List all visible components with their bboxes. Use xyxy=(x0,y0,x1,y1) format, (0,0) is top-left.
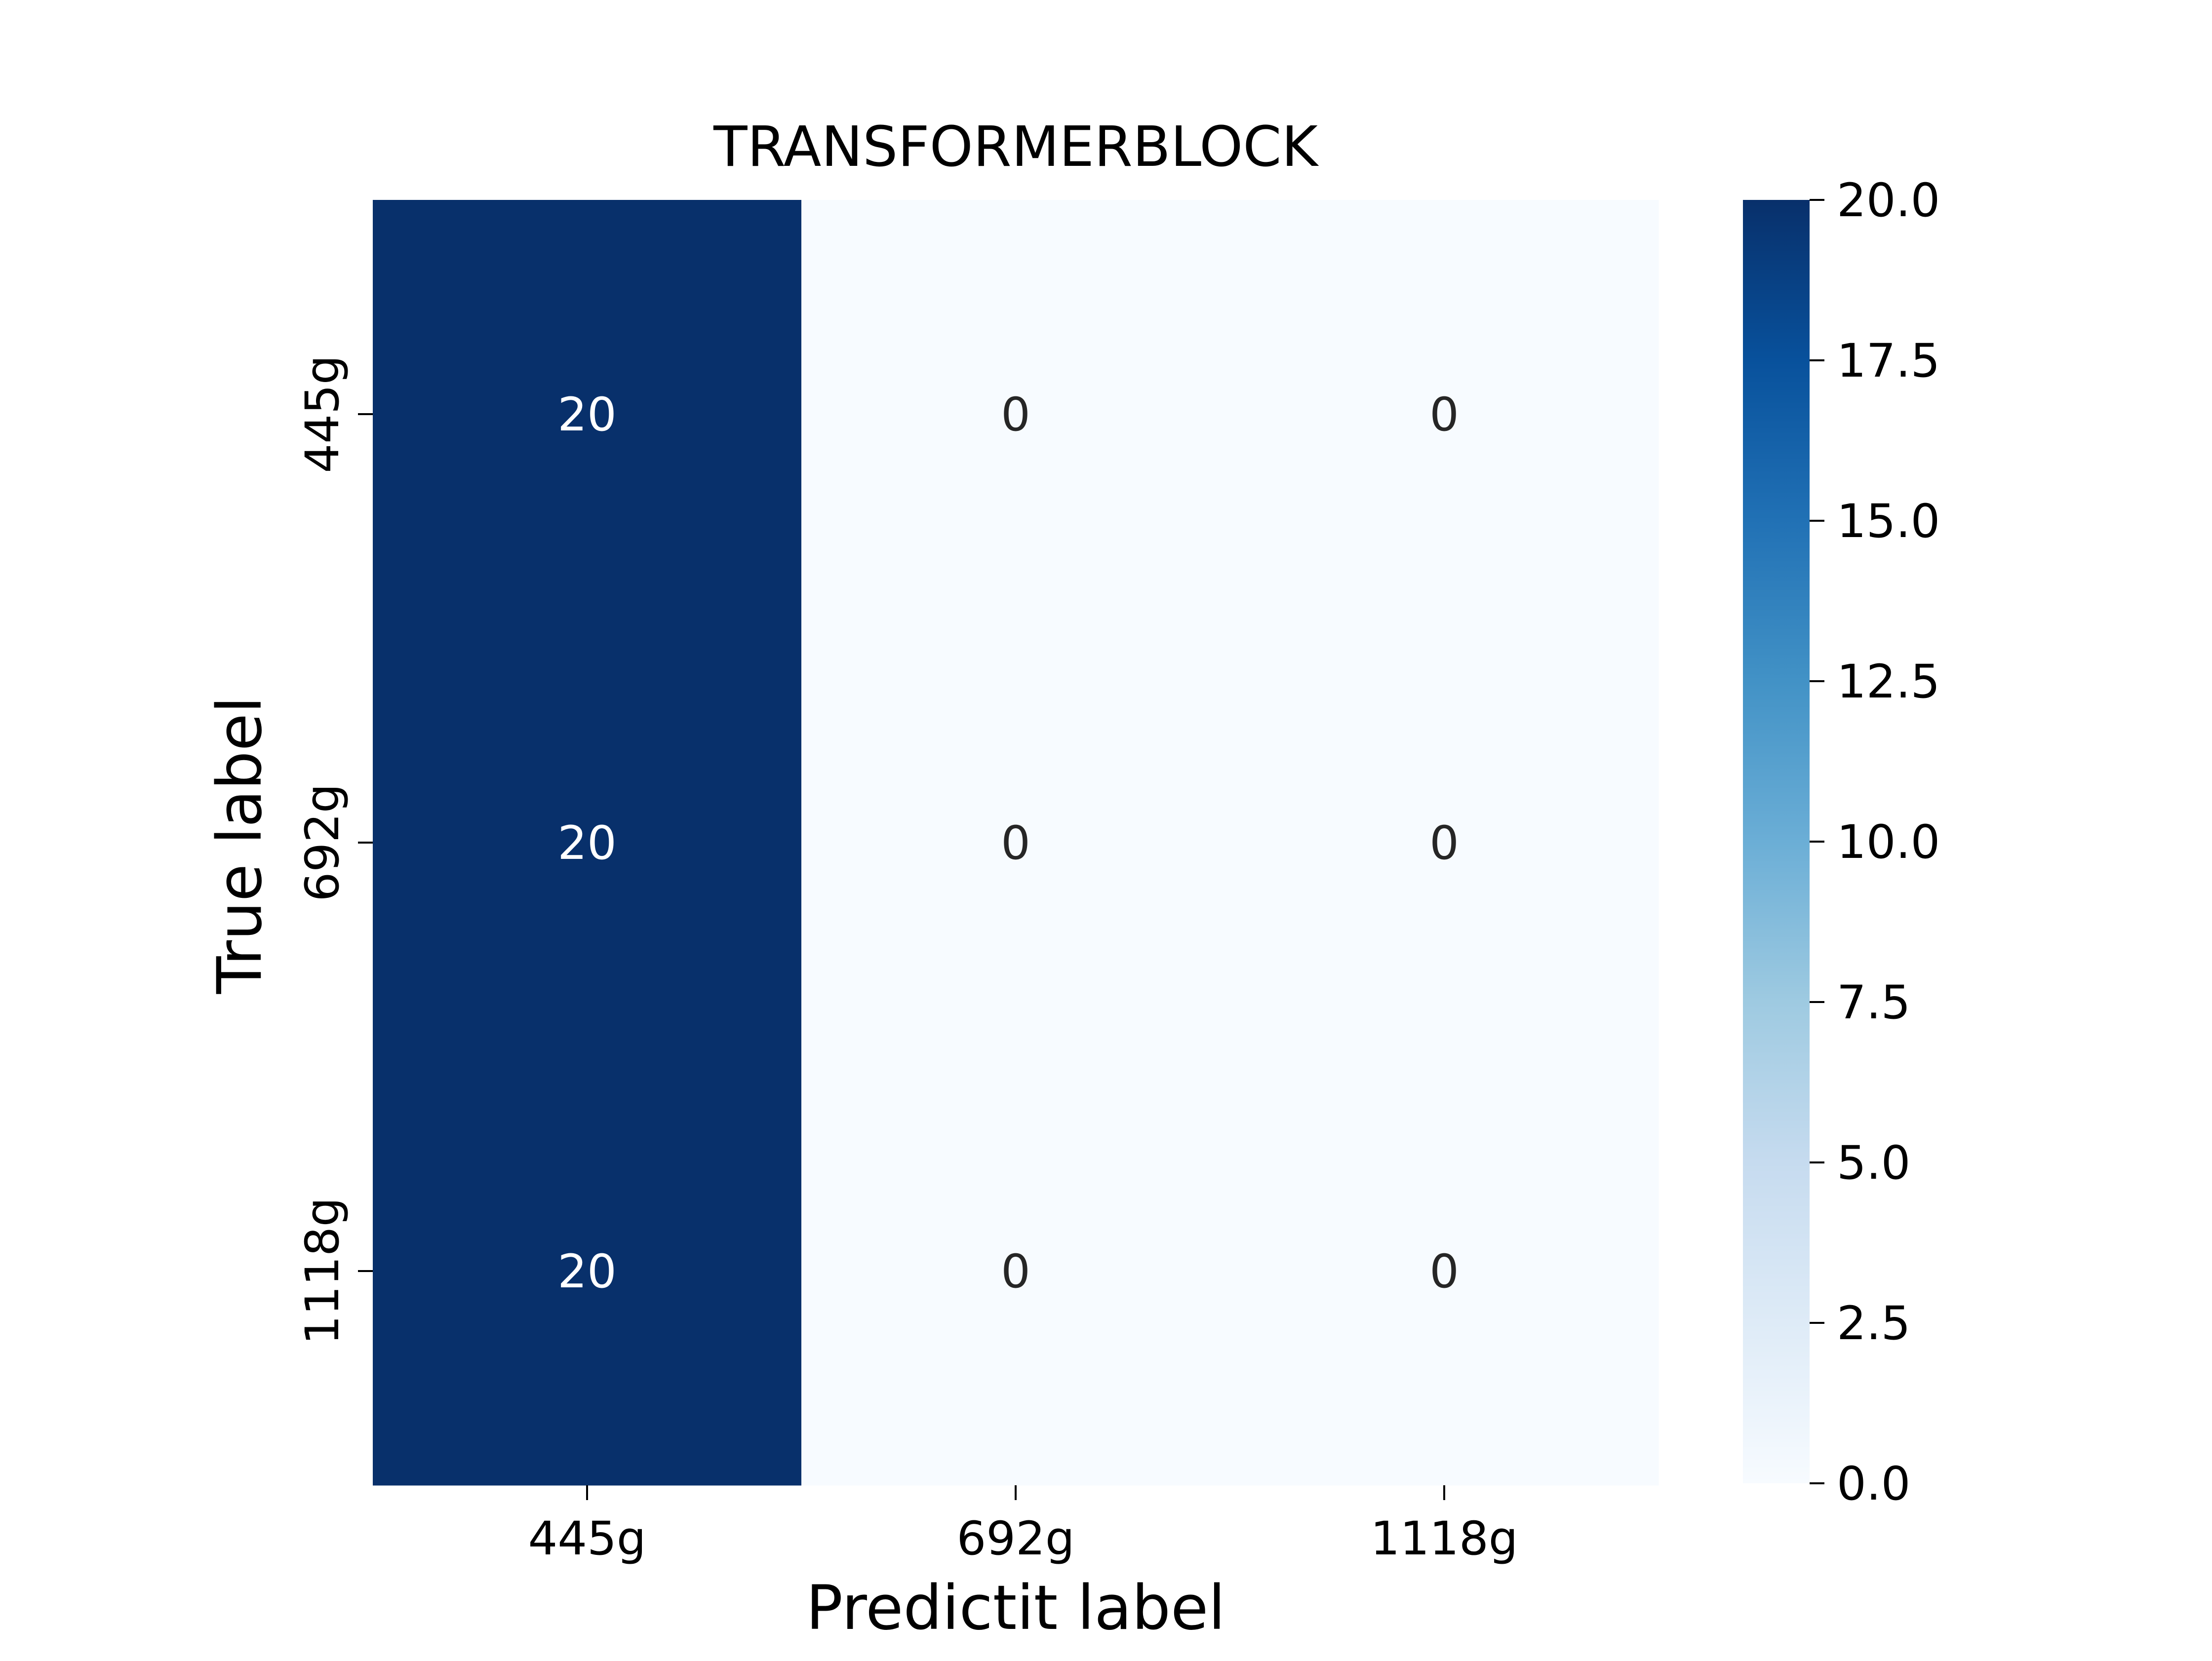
x-tick-label: 445g xyxy=(528,1512,646,1566)
heatmap-cell xyxy=(1230,200,1659,629)
y-tick-label: 692g xyxy=(296,783,350,901)
colorbar-tick-label: 15.0 xyxy=(1837,495,1940,548)
colorbar-tick-label: 2.5 xyxy=(1837,1297,1911,1351)
x-axis-label: Predictit label xyxy=(806,1573,1225,1644)
cell-value-label: 0 xyxy=(1429,816,1459,870)
colorbar-tick-label: 17.5 xyxy=(1837,334,1940,388)
heatmap-cell xyxy=(1230,628,1659,1057)
y-axis-label: True label xyxy=(204,696,276,995)
colorbar-tick-label: 12.5 xyxy=(1837,655,1940,709)
cell-value-label: 0 xyxy=(1001,1245,1030,1299)
colorbar-ticks: 0.0 2.5 5.0 7.5 10.0 12.5 15.0 17.5 20.0 xyxy=(1810,174,1940,1511)
y-axis-ticks: 445g 692g 1118g xyxy=(296,355,373,1345)
cell-value-label: 0 xyxy=(1429,1245,1459,1299)
y-tick-label: 1118g xyxy=(296,1197,350,1345)
cell-value-label: 20 xyxy=(557,1245,617,1299)
heatmap-cell xyxy=(373,200,802,629)
cell-value-label: 0 xyxy=(1001,816,1030,870)
colorbar-tick-label: 7.5 xyxy=(1837,976,1911,1030)
heatmap-cell xyxy=(801,1057,1230,1486)
heatmap-cell xyxy=(373,1057,802,1486)
heatmap-cell-labels: 20 0 0 20 0 0 20 0 0 xyxy=(557,388,1459,1299)
heatmap-cell xyxy=(1230,1057,1659,1486)
colorbar xyxy=(1743,200,1810,1483)
colorbar-tick-label: 20.0 xyxy=(1837,174,1940,228)
colorbar-tick-label: 5.0 xyxy=(1837,1136,1911,1190)
cell-value-label: 0 xyxy=(1429,388,1459,442)
y-tick-label: 445g xyxy=(296,355,350,473)
colorbar-tick-label: 10.0 xyxy=(1837,815,1940,869)
heatmap-cell xyxy=(373,628,802,1057)
colorbar-tick-label: 0.0 xyxy=(1837,1457,1911,1511)
x-tick-label: 692g xyxy=(956,1512,1074,1566)
x-tick-label: 1118g xyxy=(1371,1512,1518,1566)
heatmap-cell xyxy=(801,200,1230,629)
heatmap-cell xyxy=(801,628,1230,1057)
chart-title: TRANSFORMERBLOCK xyxy=(713,115,1319,179)
x-axis-ticks: 445g 692g 1118g xyxy=(528,1485,1518,1566)
heatmap-grid xyxy=(373,200,1659,1486)
cell-value-label: 0 xyxy=(1001,388,1030,442)
cell-value-label: 20 xyxy=(557,816,617,870)
cell-value-label: 20 xyxy=(557,388,617,442)
